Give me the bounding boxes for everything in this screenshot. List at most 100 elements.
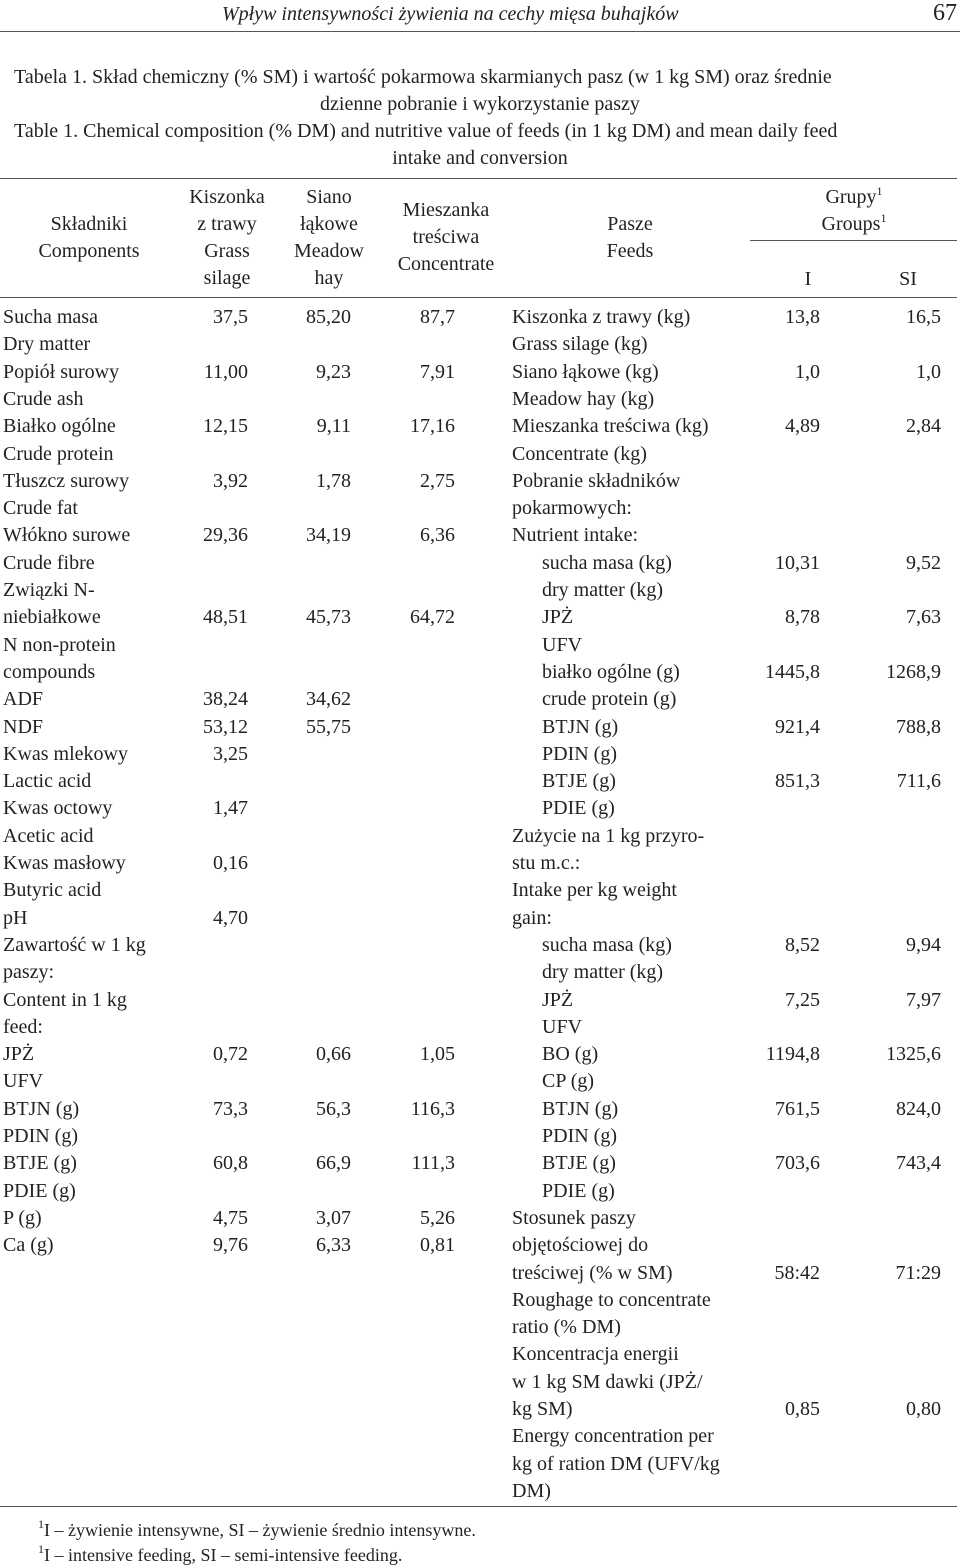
component-label: niebiałkowe	[3, 606, 101, 628]
feeds-label: BTJN (g)	[542, 716, 619, 738]
header-grass-silage-1: Kiszonka	[189, 186, 265, 208]
feeds-label: PDIE (g)	[542, 797, 615, 819]
component-label: feed:	[3, 1016, 43, 1038]
header-grass-silage-4: silage	[203, 267, 251, 289]
page-header: Wpływ intensywności żywienia na cechy mi…	[0, 0, 960, 32]
grass-silage-value: 3,92	[213, 470, 248, 492]
component-label: Włókno surowe	[3, 524, 131, 546]
group-si-value: 1268,9	[886, 661, 941, 683]
footnote-pl: 1I – żywienie intensywne, SI – żywienie …	[38, 1518, 476, 1542]
header-groups-pl-sup: 1	[876, 184, 883, 198]
feeds-label: Kiszonka z trawy (kg)	[512, 306, 691, 328]
feeds-label: UFV	[542, 634, 583, 656]
header-components-en: Components	[38, 240, 140, 262]
meadow-hay-value: 34,62	[306, 688, 351, 710]
header-feeds-en: Feeds	[606, 240, 654, 262]
grass-silage-value: 9,76	[213, 1234, 248, 1256]
grass-silage-value: 73,3	[213, 1098, 248, 1120]
header-meadow-hay-4: hay	[314, 267, 344, 289]
meadow-hay-value: 56,3	[316, 1098, 351, 1120]
group-si-value: 71:29	[895, 1262, 941, 1284]
header-concentrate-3: Concentrate	[397, 253, 495, 275]
feeds-label: Energy concentration per	[512, 1425, 714, 1447]
feeds-label: PDIN (g)	[542, 1125, 617, 1147]
feeds-label: Intake per kg weight	[512, 879, 677, 901]
header-groups-pl-text: Grupy	[825, 186, 877, 208]
feeds-label: Koncentracja energii	[512, 1343, 679, 1365]
feeds-label: kg SM)	[512, 1398, 573, 1420]
group-i-value: 13,8	[785, 306, 820, 328]
feeds-label: JPŻ	[542, 989, 574, 1011]
groups-rule	[750, 240, 957, 241]
concentrate-value: 0,81	[420, 1234, 455, 1256]
grass-silage-value: 4,75	[213, 1207, 248, 1229]
component-label: Kwas masłowy	[3, 852, 126, 874]
concentrate-value: 1,05	[420, 1043, 455, 1065]
concentrate-value: 87,7	[420, 306, 455, 328]
page-number: 67	[933, 0, 957, 26]
feeds-label: Roughage to concentrate	[512, 1289, 711, 1311]
header-meadow-hay-2: łąkowe	[300, 213, 358, 235]
concentrate-value: 5,26	[420, 1207, 455, 1229]
concentrate-value: 111,3	[411, 1152, 455, 1174]
feeds-label: BTJE (g)	[542, 1152, 616, 1174]
feeds-label: Concentrate (kg)	[512, 443, 647, 465]
grass-silage-value: 0,72	[213, 1043, 248, 1065]
group-si-value: 711,6	[896, 770, 941, 792]
feeds-label: Pobranie składników	[512, 470, 681, 492]
feeds-label: Siano łąkowe (kg)	[512, 361, 659, 383]
group-i-value: 10,31	[775, 552, 820, 574]
meadow-hay-value: 55,75	[306, 716, 351, 738]
feeds-label: CP (g)	[542, 1070, 595, 1092]
group-si-value: 7,63	[906, 606, 941, 628]
component-label: Crude fibre	[3, 552, 95, 574]
concentrate-value: 6,36	[420, 524, 455, 546]
grass-silage-value: 29,36	[203, 524, 248, 546]
feeds-label: w 1 kg SM dawki (JPŻ/	[512, 1371, 703, 1393]
concentrate-value: 7,91	[420, 361, 455, 383]
component-label: Związki N-	[3, 579, 95, 601]
header-concentrate-2: treściwa	[412, 226, 480, 248]
component-label: paszy:	[3, 961, 55, 983]
component-label: Zawartość w 1 kg	[3, 934, 146, 956]
meadow-hay-value: 0,66	[316, 1043, 351, 1065]
header-group-si: SI	[899, 268, 917, 290]
concentrate-value: 116,3	[410, 1098, 455, 1120]
feeds-label: BTJN (g)	[542, 1098, 619, 1120]
header-grass-silage-3: Grass	[204, 240, 250, 262]
group-si-value: 1325,6	[886, 1043, 941, 1065]
component-label: Tłuszcz surowy	[3, 470, 130, 492]
feeds-label: BTJE (g)	[542, 770, 616, 792]
group-i-value: 7,25	[785, 989, 820, 1011]
component-label: compounds	[3, 661, 96, 683]
footnote-en-marker: 1	[38, 1542, 44, 1556]
group-si-value: 788,8	[896, 716, 941, 738]
caption-en-line1: Table 1. Chemical composition (% DM) and…	[14, 120, 838, 142]
component-label: Lactic acid	[3, 770, 92, 792]
group-si-value: 9,52	[906, 552, 941, 574]
caption-en-line2: intake and conversion	[392, 147, 568, 169]
meadow-hay-value: 6,33	[316, 1234, 351, 1256]
table-caption: Tabela 1. Skład chemiczny (% SM) i warto…	[0, 64, 960, 172]
group-i-value: 1194,8	[765, 1043, 820, 1065]
component-label: BTJN (g)	[3, 1098, 80, 1120]
meadow-hay-value: 9,11	[316, 415, 351, 437]
component-label: Białko ogólne	[3, 415, 116, 437]
feeds-label: DM)	[512, 1480, 551, 1502]
group-si-value: 7,97	[906, 989, 941, 1011]
grass-silage-value: 12,15	[203, 415, 248, 437]
grass-silage-value: 60,8	[213, 1152, 248, 1174]
feeds-label: pokarmowych:	[512, 497, 632, 519]
feeds-label: dry matter (kg)	[542, 961, 664, 983]
feeds-label: JPŻ	[542, 606, 574, 628]
group-i-value: 8,52	[785, 934, 820, 956]
header-groups-pl: Grupy1	[752, 184, 956, 211]
feeds-label: UFV	[542, 1016, 583, 1038]
component-label: BTJE (g)	[3, 1152, 77, 1174]
grass-silage-value: 53,12	[203, 716, 248, 738]
feeds-label: Meadow hay (kg)	[512, 388, 655, 410]
header-concentrate-1: Mieszanka	[402, 199, 490, 221]
grass-silage-value: 0,16	[213, 852, 248, 874]
grass-silage-value: 37,5	[213, 306, 248, 328]
group-si-value: 9,94	[906, 934, 941, 956]
